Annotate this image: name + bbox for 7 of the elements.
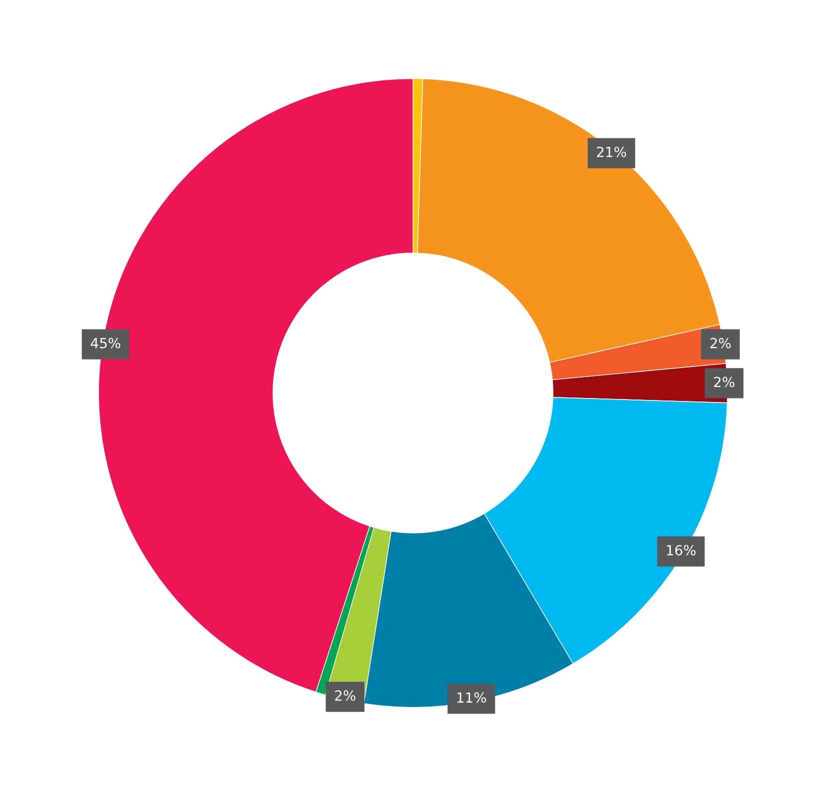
- data-label: 11%: [457, 692, 486, 703]
- data-label: 16%: [667, 544, 696, 556]
- data-label: 45%: [90, 338, 120, 348]
- data-label: 2%: [714, 376, 734, 388]
- data-label: 21%: [596, 146, 626, 158]
- data-label: 2%: [710, 338, 731, 348]
- data-label: 2%: [335, 690, 356, 701]
